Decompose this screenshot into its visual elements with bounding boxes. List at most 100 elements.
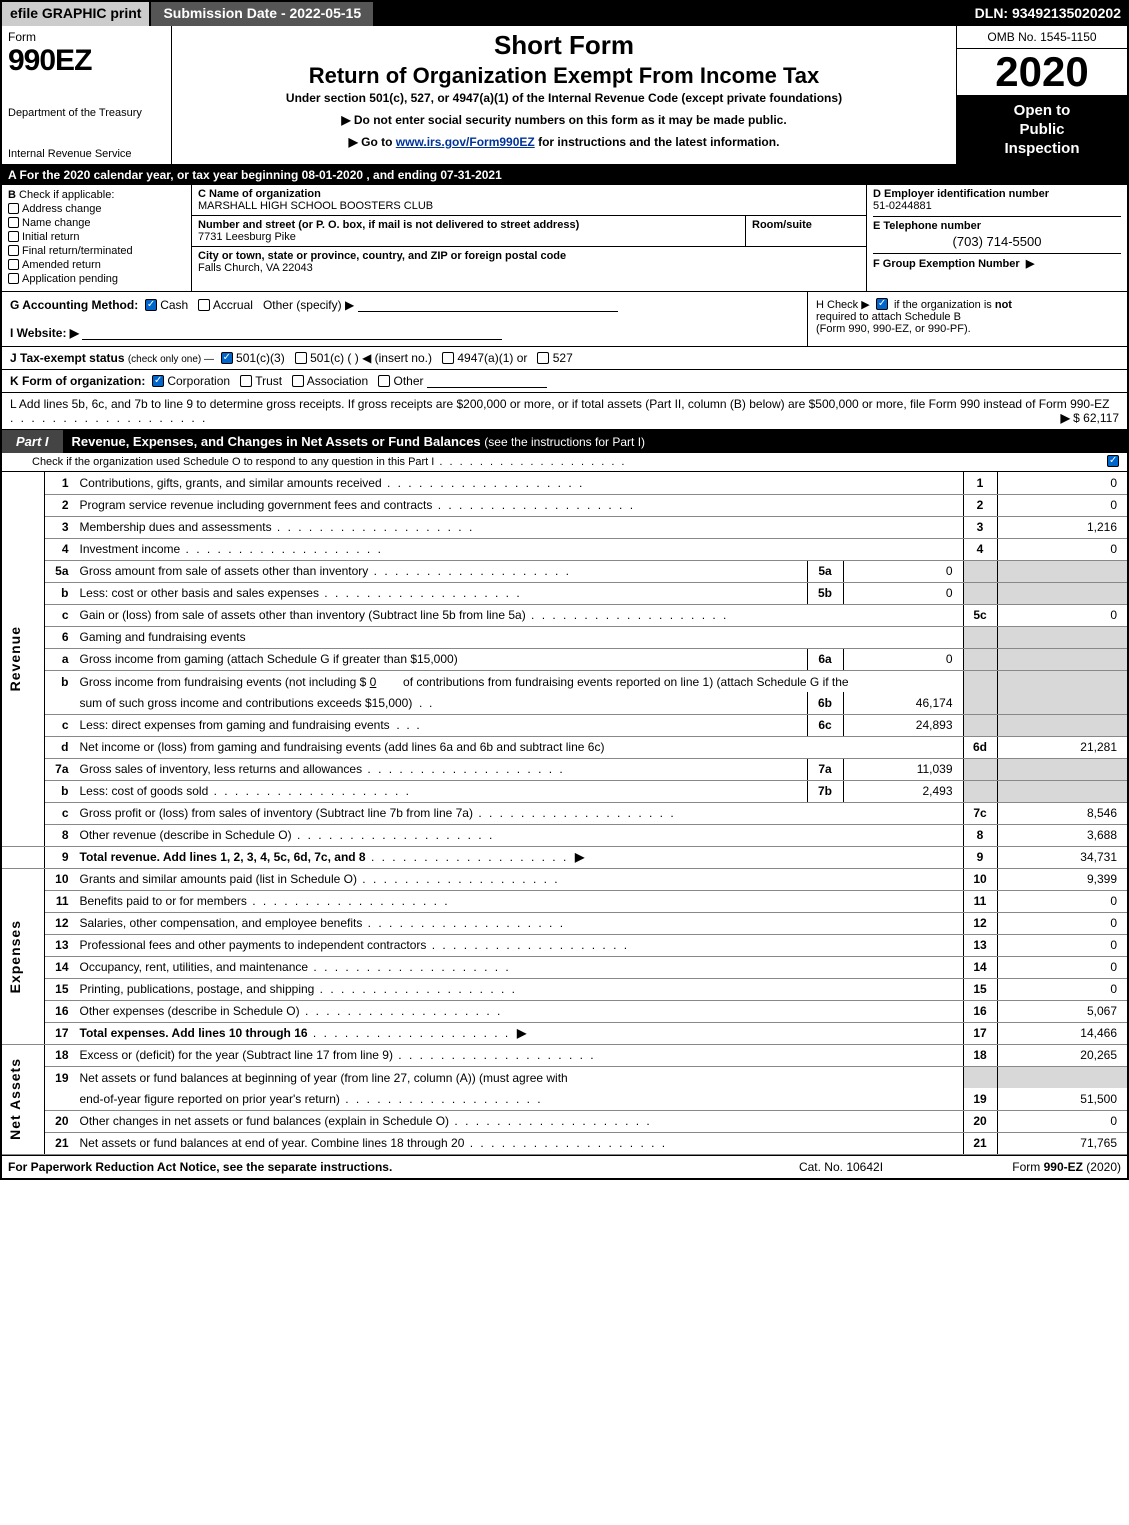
- chk-527[interactable]: [537, 352, 549, 364]
- header-right: OMB No. 1545-1150 2020 Open to Public In…: [957, 26, 1127, 164]
- chk-initial-return[interactable]: Initial return: [8, 231, 185, 243]
- row-line19-1: 19 Net assets or fund balances at beginn…: [2, 1066, 1127, 1088]
- h-not: not: [995, 299, 1012, 311]
- row-line7b: b Less: cost of goods sold 7b 2,493: [2, 780, 1127, 802]
- row-line12: 12 Salaries, other compensation, and emp…: [2, 912, 1127, 934]
- row-line6a: a Gross income from gaming (attach Sched…: [2, 648, 1127, 670]
- b-title: Check if applicable:: [19, 189, 114, 201]
- section-ghi: G Accounting Method: Cash Accrual Other …: [2, 292, 1127, 347]
- paperwork-notice: For Paperwork Reduction Act Notice, see …: [8, 1160, 741, 1174]
- chk-address-change[interactable]: Address change: [8, 203, 185, 215]
- line-i: I Website: ▶: [10, 326, 799, 340]
- part1-table: Revenue 1 Contributions, gifts, grants, …: [2, 472, 1127, 1155]
- chk-501c[interactable]: [295, 352, 307, 364]
- form-header: Form 990EZ Department of the Treasury In…: [2, 26, 1127, 165]
- row-line8: 8 Other revenue (describe in Schedule O)…: [2, 824, 1127, 846]
- row-line5b: b Less: cost or other basis and sales ex…: [2, 582, 1127, 604]
- title-short-form: Short Form: [182, 30, 946, 61]
- line-j: J Tax-exempt status (check only one) — 5…: [2, 347, 1127, 370]
- other-method-field[interactable]: [358, 298, 618, 312]
- org-address: 7731 Leesburg Pike: [198, 231, 739, 243]
- row-line9: 9 Total revenue. Add lines 1, 2, 3, 4, 5…: [2, 846, 1127, 868]
- row-line18: Net Assets 18 Excess or (deficit) for th…: [2, 1044, 1127, 1066]
- form-number: 990EZ: [8, 44, 165, 78]
- open-line2: Public: [961, 121, 1123, 140]
- line17-arrow-icon: ▶: [517, 1026, 526, 1040]
- info-row: B Check if applicable: Address change Na…: [2, 185, 1127, 292]
- goto-pre: ▶ Go to: [349, 135, 396, 149]
- netassets-label: Net Assets: [2, 1044, 45, 1154]
- tax-year: 2020: [957, 49, 1127, 96]
- row-line4: 4 Investment income 4 0: [2, 538, 1127, 560]
- chk-cash[interactable]: [145, 299, 157, 311]
- row-line15: 15 Printing, publications, postage, and …: [2, 978, 1127, 1000]
- row-line3: 3 Membership dues and assessments 3 1,21…: [2, 516, 1127, 538]
- revenue-label: Revenue: [2, 472, 45, 846]
- row-line19-2: end-of-year figure reported on prior yea…: [2, 1088, 1127, 1110]
- efile-print-pill[interactable]: efile GRAPHIC print: [2, 2, 151, 26]
- k-label: K Form of organization:: [10, 374, 145, 388]
- part1-paren: (see the instructions for Part I): [484, 435, 645, 449]
- chk-final-return[interactable]: Final return/terminated: [8, 245, 185, 257]
- row-line11: 11 Benefits paid to or for members 11 0: [2, 890, 1127, 912]
- chk-4947[interactable]: [442, 352, 454, 364]
- chk-schedule-b[interactable]: [876, 298, 888, 310]
- form-footer-id: Form 990-EZ (2020): [941, 1160, 1121, 1174]
- row-line20: 20 Other changes in net assets or fund b…: [2, 1110, 1127, 1132]
- ein-value: 51-0244881: [873, 200, 1121, 212]
- section-b: B Check if applicable: Address change Na…: [2, 185, 192, 291]
- j-label: J Tax-exempt status: [10, 351, 125, 365]
- f-arrow-icon: ▶: [1026, 258, 1034, 270]
- chk-amended-return[interactable]: Amended return: [8, 259, 185, 271]
- chk-application-pending[interactable]: Application pending: [8, 273, 185, 285]
- form-word: Form: [8, 30, 165, 44]
- part1-title: Revenue, Expenses, and Changes in Net As…: [72, 434, 481, 449]
- row-line17: 17 Total expenses. Add lines 10 through …: [2, 1022, 1127, 1044]
- part1-subtitle: Check if the organization used Schedule …: [2, 453, 1127, 472]
- chk-corporation[interactable]: [152, 375, 164, 387]
- open-to-public: Open to Public Inspection: [957, 96, 1127, 164]
- chk-trust[interactable]: [240, 375, 252, 387]
- line-k: K Form of organization: Corporation Trus…: [2, 370, 1127, 393]
- row-line6c: c Less: direct expenses from gaming and …: [2, 714, 1127, 736]
- section-def: D Employer identification number 51-0244…: [867, 185, 1127, 291]
- chk-association[interactable]: [292, 375, 304, 387]
- h-text1: H Check ▶: [816, 299, 870, 311]
- expenses-label: Expenses: [2, 868, 45, 1044]
- ssn-notice: ▶ Do not enter social security numbers o…: [182, 113, 946, 127]
- row-line6b-1: b Gross income from fundraising events (…: [2, 670, 1127, 692]
- j-paren: (check only one) —: [128, 354, 214, 365]
- other-org-field[interactable]: [427, 374, 547, 388]
- row-line13: 13 Professional fees and other payments …: [2, 934, 1127, 956]
- cat-number: Cat. No. 10642I: [741, 1160, 941, 1174]
- website-field[interactable]: [82, 326, 502, 340]
- org-city: Falls Church, VA 22043: [198, 262, 860, 274]
- chk-schedule-o[interactable]: [1107, 455, 1119, 467]
- goto-post: for instructions and the latest informat…: [535, 135, 780, 149]
- row-line6: 6 Gaming and fundraising events: [2, 626, 1127, 648]
- row-line2: 2 Program service revenue including gove…: [2, 494, 1127, 516]
- chk-name-change[interactable]: Name change: [8, 217, 185, 229]
- page-footer: For Paperwork Reduction Act Notice, see …: [2, 1155, 1127, 1178]
- h-text3: required to attach Schedule B: [816, 311, 961, 323]
- addr-label: Number and street (or P. O. box, if mail…: [198, 219, 739, 231]
- f-group-label: F Group Exemption Number: [873, 258, 1020, 270]
- irs-link[interactable]: www.irs.gov/Form990EZ: [396, 135, 535, 149]
- part1-tab: Part I: [2, 430, 64, 453]
- line-g: G Accounting Method: Cash Accrual Other …: [10, 298, 799, 312]
- row-line7a: 7a Gross sales of inventory, less return…: [2, 758, 1127, 780]
- chk-other-org[interactable]: [378, 375, 390, 387]
- i-label: I Website: ▶: [10, 326, 79, 340]
- chk-501c3[interactable]: [221, 352, 233, 364]
- row-line5a: 5a Gross amount from sale of assets othe…: [2, 560, 1127, 582]
- l-arrow-icon: ▶: [1061, 411, 1070, 425]
- g-label: G Accounting Method:: [10, 298, 138, 312]
- chk-accrual[interactable]: [198, 299, 210, 311]
- part1-header: Part I Revenue, Expenses, and Changes in…: [2, 430, 1127, 472]
- row-line14: 14 Occupancy, rent, utilities, and maint…: [2, 956, 1127, 978]
- subtitle: Under section 501(c), 527, or 4947(a)(1)…: [182, 91, 946, 105]
- line9-arrow-icon: ▶: [575, 850, 584, 864]
- c-name-label: C Name of organization: [198, 188, 860, 200]
- header-mid: Short Form Return of Organization Exempt…: [172, 26, 957, 164]
- row-line16: 16 Other expenses (describe in Schedule …: [2, 1000, 1127, 1022]
